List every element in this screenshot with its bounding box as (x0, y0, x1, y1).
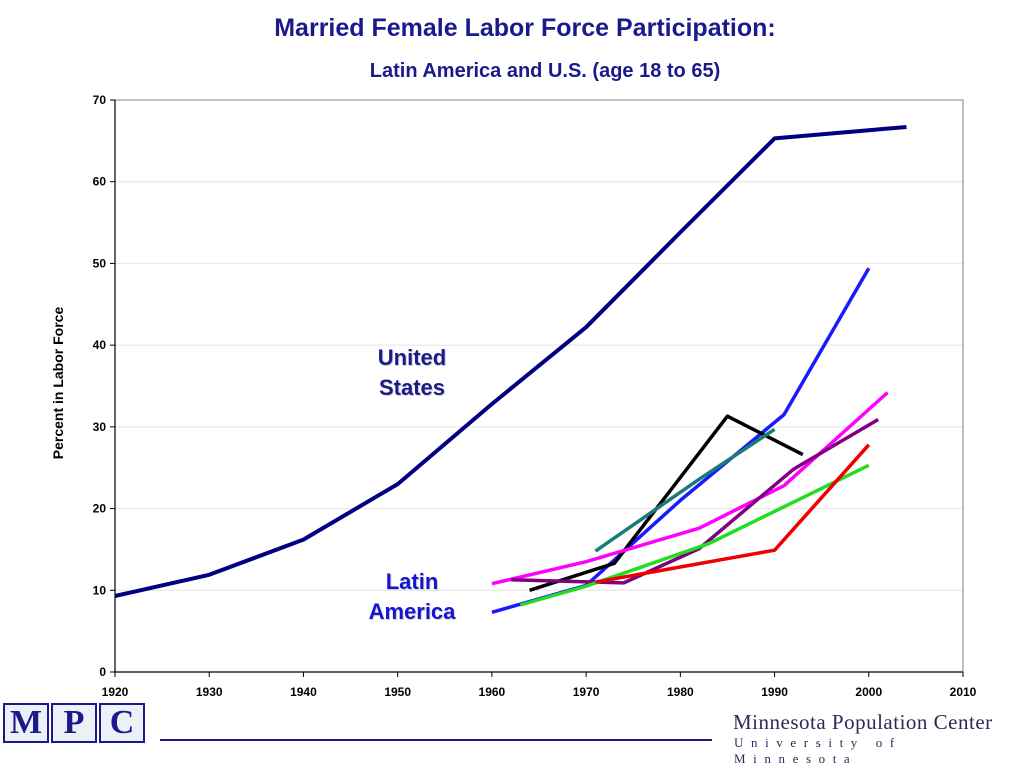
annotation-la-line2: America (368, 599, 456, 624)
series-line-4 (594, 427, 776, 553)
chart-subtitle: Latin America and U.S. (age 18 to 65) (369, 60, 721, 82)
x-tick-label-1940: 1940 (290, 685, 317, 699)
x-tick-label-2000: 2000 (855, 685, 882, 699)
org-subtitle: University of Minnesota (734, 735, 902, 766)
annotation-latin-america: Latin America (352, 567, 472, 627)
y-axis-label: Percent in Labor Force (50, 306, 66, 460)
mpc-logo-letter-m: M (3, 703, 49, 743)
annotation-united-states: United States (352, 343, 472, 403)
series-line-7 (519, 463, 870, 607)
y-tick-label-50: 50 (93, 256, 107, 270)
x-tick-label-1960: 1960 (479, 685, 506, 699)
chart-title: Married Female Labor Force Participation… (274, 14, 776, 42)
series-line-8 (595, 443, 871, 584)
org-name: Minnesota Population Center (733, 710, 993, 734)
footer-divider (160, 739, 712, 741)
series-line-2 (491, 267, 871, 614)
y-tick-label-20: 20 (93, 502, 107, 516)
mpc-logo: M P C (3, 703, 147, 743)
x-tick-label-1970: 1970 (573, 685, 600, 699)
mpc-logo-letter-c: C (99, 703, 145, 743)
mpc-logo-letter-p: P (51, 703, 97, 743)
x-tick-label-1930: 1930 (196, 685, 223, 699)
x-tick-label-1980: 1980 (667, 685, 694, 699)
series-line-6 (510, 417, 880, 585)
x-tick-label-1950: 1950 (384, 685, 411, 699)
y-tick-label-30: 30 (93, 420, 107, 434)
y-tick-label-40: 40 (93, 338, 107, 352)
annotation-us-line1: United (377, 345, 447, 370)
x-tick-label-2010: 2010 (950, 685, 977, 699)
annotation-us-line2: States (378, 375, 446, 400)
y-tick-label-10: 10 (93, 583, 107, 597)
annotation-la-line1: Latin (385, 569, 439, 594)
x-tick-label-1920: 1920 (102, 685, 129, 699)
y-tick-label-70: 70 (93, 93, 107, 107)
series-line-1 (114, 125, 907, 598)
y-tick-label-60: 60 (93, 175, 107, 189)
y-tick-label-0: 0 (99, 665, 106, 679)
x-tick-label-1990: 1990 (761, 685, 788, 699)
